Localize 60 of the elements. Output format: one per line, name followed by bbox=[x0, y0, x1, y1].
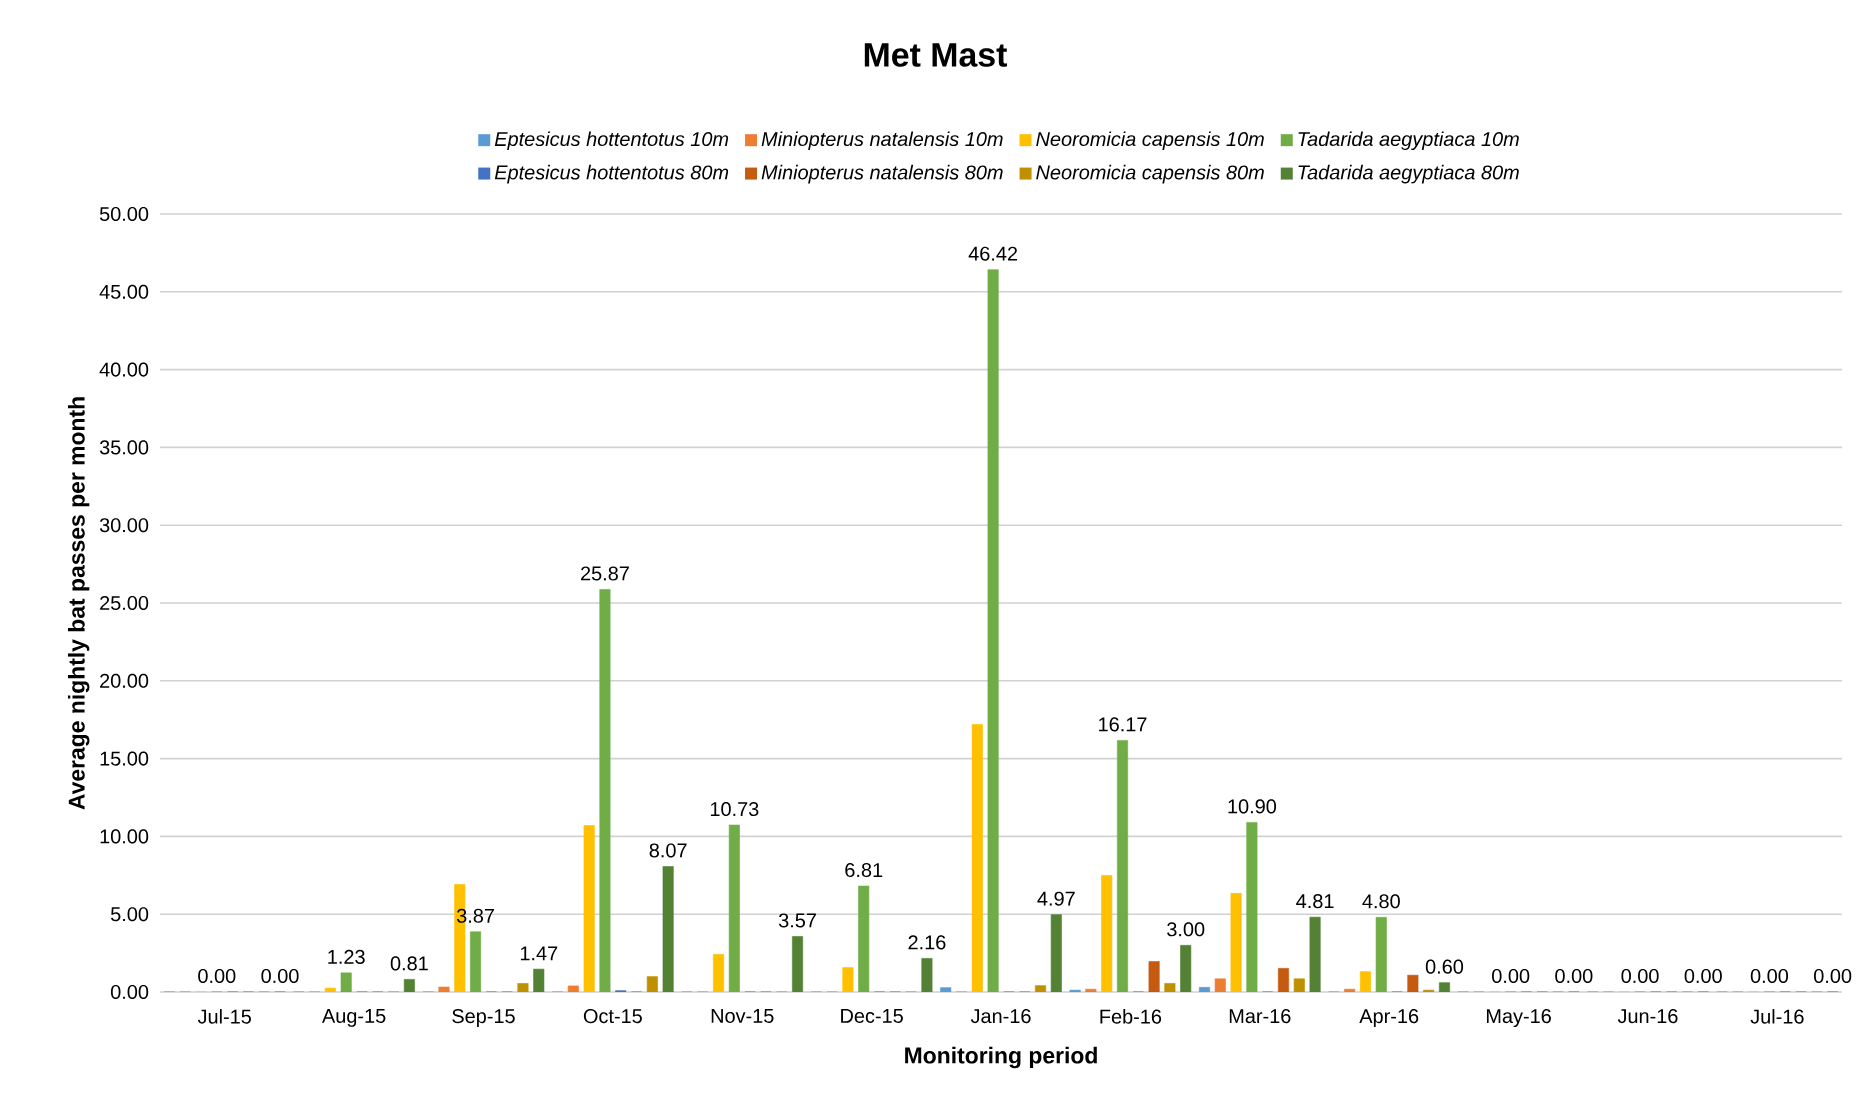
legend-label: Eptesicus hottentotus 10m bbox=[494, 131, 729, 151]
x-tick-label: Oct-15 bbox=[583, 1009, 642, 1024]
x-tick-label: Dec-15 bbox=[841, 1009, 903, 1023]
y-tick-label: 15.00 bbox=[100, 751, 149, 766]
data-label: 1.47 bbox=[520, 946, 558, 961]
x-tick-label: Jul-15 bbox=[197, 1009, 251, 1024]
data-label: 0.81 bbox=[390, 956, 428, 971]
data-label: 4.97 bbox=[1037, 891, 1075, 906]
y-axis-title: Average nightly bat passes per month bbox=[67, 397, 90, 810]
x-tick-label: Jun-16 bbox=[1617, 1009, 1678, 1024]
data-label: 6.81 bbox=[845, 862, 883, 878]
legend-label: Miniopterus natalensis 80m bbox=[761, 164, 1003, 184]
x-tick-label: Aug-15 bbox=[321, 1009, 386, 1027]
y-tick-label: 35.00 bbox=[99, 440, 149, 455]
x-tick-label: Nov-15 bbox=[711, 1009, 774, 1023]
data-label: 25.87 bbox=[581, 566, 629, 581]
legend-label: Miniopterus natalensis 10m bbox=[761, 131, 1003, 151]
x-tick-label: Feb-16 bbox=[1100, 1009, 1162, 1024]
data-label: 0.00 bbox=[1750, 968, 1789, 984]
data-label: 0.00 bbox=[1492, 968, 1530, 984]
y-tick-label: 0.00 bbox=[110, 984, 149, 1000]
legend-label: Eptesicus hottentotus 80m bbox=[494, 164, 729, 184]
data-label: 4.81 bbox=[1296, 894, 1334, 909]
data-label: 0.00 bbox=[1814, 968, 1852, 984]
y-tick-label: 50.00 bbox=[99, 206, 149, 222]
data-label: 46.42 bbox=[968, 246, 1018, 261]
data-label: 16.17 bbox=[1099, 717, 1147, 732]
x-tick-label: Sep-15 bbox=[452, 1009, 515, 1028]
y-tick-label: 40.00 bbox=[99, 362, 149, 377]
data-label: 8.07 bbox=[649, 843, 687, 858]
data-label: 10.73 bbox=[710, 802, 759, 817]
y-tick-label: 25.00 bbox=[100, 595, 149, 611]
data-label: 3.57 bbox=[778, 913, 816, 928]
data-label: 4.80 bbox=[1362, 894, 1400, 909]
data-label: 0.00 bbox=[1684, 968, 1722, 984]
data-label: 0.00 bbox=[198, 968, 236, 984]
y-tick-label: 10.00 bbox=[100, 829, 149, 844]
x-tick-label: Mar-16 bbox=[1229, 1009, 1291, 1024]
data-label: 0.00 bbox=[1555, 968, 1593, 984]
x-tick-label: Jul-16 bbox=[1750, 1009, 1804, 1024]
data-label: 0.00 bbox=[1621, 968, 1659, 984]
legend-label: Tadarida aegyptiaca 10m bbox=[1298, 131, 1519, 151]
data-label: 10.90 bbox=[1228, 799, 1277, 814]
data-label: 0.60 bbox=[1425, 959, 1464, 974]
x-tick-label: Apr-16 bbox=[1359, 1009, 1419, 1028]
legend-label: Neoromicia capensis 80m bbox=[1036, 164, 1264, 184]
y-tick-label: 20.00 bbox=[100, 673, 149, 688]
legend-label: Tadarida aegyptiaca 80m bbox=[1298, 164, 1519, 184]
y-tick-label: 30.00 bbox=[99, 518, 149, 533]
data-label: 1.23 bbox=[328, 949, 365, 964]
legend-label: Neoromicia capensis 10m bbox=[1036, 131, 1264, 151]
y-tick-label: 45.00 bbox=[99, 284, 149, 299]
x-tick-label: Jan-16 bbox=[970, 1009, 1031, 1024]
x-axis-title: Monitoring period bbox=[905, 1046, 1097, 1069]
data-label: 0.00 bbox=[261, 968, 299, 984]
y-tick-label: 5.00 bbox=[110, 907, 149, 922]
data-label: 2.16 bbox=[908, 935, 946, 950]
x-tick-label: May-16 bbox=[1486, 1009, 1551, 1028]
data-label: 3.00 bbox=[1167, 922, 1205, 937]
chart-title: Met Mast bbox=[864, 43, 1008, 67]
